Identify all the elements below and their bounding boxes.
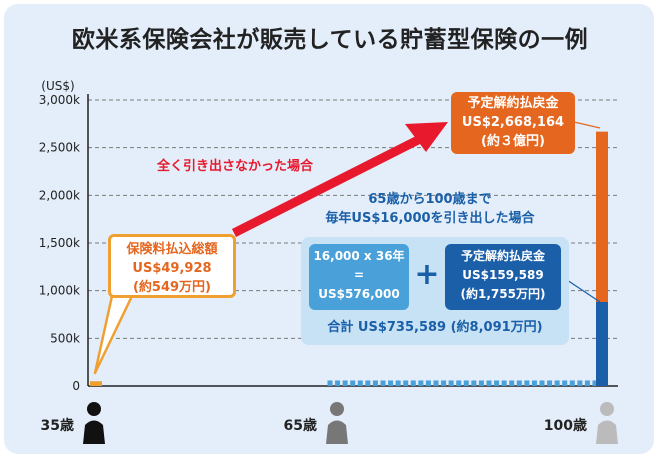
age-label: 65歳	[284, 417, 317, 434]
withdraw-label-2: 毎年US$16,000を引き出した場合	[325, 211, 535, 226]
calc-line-1: 16,000 x 36年	[313, 249, 405, 263]
withdraw-stripe	[471, 380, 477, 386]
withdraw-stripe	[463, 380, 469, 386]
withdraw-stripe	[547, 380, 553, 386]
withdraw-stripe	[433, 380, 439, 386]
growth-arrow-head	[405, 122, 448, 152]
refund2-title: 予定解約払戻金	[460, 249, 545, 263]
y-tick-label: 3,000k	[39, 93, 80, 107]
withdraw-stripe	[577, 380, 583, 386]
bar-refund-withdraw	[596, 302, 608, 386]
withdraw-stripe	[539, 380, 545, 386]
person-icon	[326, 420, 348, 444]
premium-callout: 保険料払込総額 US$49,928 (約549万円)	[108, 234, 236, 298]
chart-panel	[4, 4, 654, 454]
withdraw-stripe	[486, 380, 492, 386]
withdraw-stripe	[357, 380, 363, 386]
calc-box: 16,000 x 36年 = US$576,000	[309, 244, 409, 310]
person-icon	[87, 402, 101, 416]
withdraw-stripe	[342, 380, 348, 386]
withdraw-stripe	[388, 380, 394, 386]
withdraw-stripe	[380, 380, 386, 386]
withdraw-stripe	[418, 380, 424, 386]
chart-title: 欧米系保険会社が販売している貯蓄型保険の一例	[71, 27, 589, 53]
y-tick-label: 1,500k	[39, 236, 80, 250]
refund-amount: US$2,668,164	[461, 115, 565, 130]
withdraw-stripe	[327, 380, 333, 386]
withdraw-stripe	[584, 380, 590, 386]
withdraw-label: 65歳から100歳まで 毎年US$16,000を引き出した場合	[300, 190, 560, 228]
premium-pointer	[93, 294, 134, 375]
withdraw-stripe	[569, 380, 575, 386]
refund-yen: (約３億円)	[481, 134, 545, 149]
connector-line	[573, 121, 601, 129]
withdraw-stripe	[509, 380, 515, 386]
withdraw-stripe	[524, 380, 530, 386]
bar-premium	[90, 381, 102, 386]
person-icon	[596, 420, 618, 444]
refund2-yen: (約1,755万円)	[460, 287, 546, 301]
premium-title: 保険料払込総額	[126, 242, 218, 257]
calc-line-2: =	[353, 268, 365, 282]
y-tick-label: 0	[72, 379, 80, 393]
withdraw-stripe	[531, 380, 537, 386]
refund-title: 予定解約払戻金	[467, 96, 559, 111]
withdraw-label-1: 65歳から100歳まで	[368, 192, 492, 207]
y-tick-label: 1,000k	[39, 284, 80, 298]
y-tick-label: 2,000k	[39, 188, 80, 202]
calc-line-3: US$576,000	[318, 287, 400, 301]
withdraw-stripe	[554, 380, 560, 386]
growth-arrow	[231, 133, 425, 238]
y-tick-label: 500k	[50, 331, 80, 345]
withdraw-stripe	[501, 380, 507, 386]
premium-yen: (約549万円)	[132, 280, 212, 295]
premium-amount: US$49,928	[132, 261, 212, 276]
refund2-callout: 予定解約払戻金 US$159,589 (約1,755万円)	[445, 244, 561, 310]
person-icon	[330, 402, 344, 416]
refund-callout: 予定解約払戻金 US$2,668,164 (約３億円)	[451, 92, 575, 154]
withdraw-stripe	[395, 380, 401, 386]
withdraw-stripe	[372, 380, 378, 386]
no-withdraw-label: 全く引き出さなかった場合	[156, 159, 313, 174]
withdraw-stripe	[335, 380, 341, 386]
y-tick-label: 2,500k	[39, 141, 80, 155]
withdraw-stripe	[410, 380, 416, 386]
withdraw-stripe	[350, 380, 356, 386]
total-label: 合計 US$735,589 (約8,091万円)	[327, 320, 543, 335]
withdraw-stripe	[592, 380, 598, 386]
withdraw-stripe	[478, 380, 484, 386]
withdraw-stripe	[448, 380, 454, 386]
withdraw-stripe	[425, 380, 431, 386]
age-label: 100歳	[544, 417, 587, 434]
withdraw-stripe	[365, 380, 371, 386]
refund2-amount: US$159,589	[462, 268, 544, 282]
plus-sign: +	[414, 257, 440, 292]
person-icon	[83, 420, 105, 444]
y-unit-label: (US$)	[41, 79, 74, 93]
withdraw-stripe	[441, 380, 447, 386]
withdraw-stripe	[456, 380, 462, 386]
age-label: 35歳	[41, 417, 74, 434]
withdraw-stripe	[494, 380, 500, 386]
person-icon	[600, 402, 614, 416]
withdraw-stripe	[516, 380, 522, 386]
withdraw-stripe	[403, 380, 409, 386]
withdraw-stripe	[562, 380, 568, 386]
